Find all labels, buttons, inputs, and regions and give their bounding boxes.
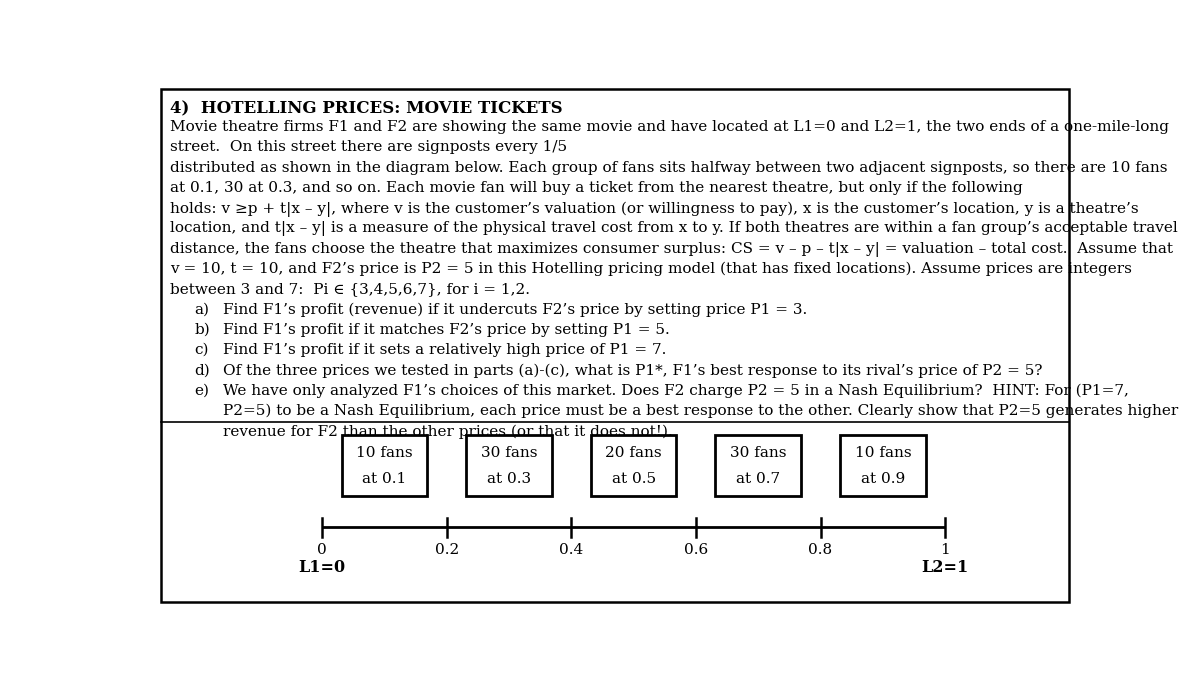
Text: c): c) bbox=[194, 343, 209, 357]
Text: a): a) bbox=[194, 302, 210, 317]
Bar bbox=[467, 435, 552, 495]
Text: street.  On this street there are signposts every 1/5: street. On this street there are signpos… bbox=[170, 140, 568, 155]
Text: 30 fans: 30 fans bbox=[730, 446, 786, 460]
Text: between 3 and 7:  Pi ∈ {3,4,5,6,7}, for i = 1,2.: between 3 and 7: Pi ∈ {3,4,5,6,7}, for i… bbox=[170, 282, 530, 296]
Text: d): d) bbox=[194, 363, 210, 378]
Text: b): b) bbox=[194, 323, 210, 337]
Text: at 0.3: at 0.3 bbox=[487, 471, 532, 486]
Text: 10 fans: 10 fans bbox=[356, 446, 413, 460]
Text: at 0.7: at 0.7 bbox=[736, 471, 780, 486]
Text: v = 10, t = 10, and F2’s price is P2 = 5 in this Hotelling pricing model (that h: v = 10, t = 10, and F2’s price is P2 = 5… bbox=[170, 262, 1133, 276]
Text: at 0.1, 30 at 0.3, and so on. Each movie fan will buy a ticket from the nearest : at 0.1, 30 at 0.3, and so on. Each movie… bbox=[170, 181, 1028, 195]
Text: Movie theatre firms F1 and F2 are showing the same movie and have located at L1=: Movie theatre firms F1 and F2 are showin… bbox=[170, 120, 1170, 134]
Text: location, and t|x – y| is a measure of the physical travel cost from x to y. If : location, and t|x – y| is a measure of t… bbox=[170, 222, 1178, 237]
Text: L1=0: L1=0 bbox=[299, 559, 346, 576]
Text: Find F1’s profit (revenue) if it undercuts F2’s price by setting price P1 = 3.: Find F1’s profit (revenue) if it undercu… bbox=[222, 302, 806, 317]
Text: at 0.9: at 0.9 bbox=[860, 471, 905, 486]
Bar bbox=[342, 435, 427, 495]
Text: P2=5) to be a Nash Equilibrium, each price must be a best response to the other.: P2=5) to be a Nash Equilibrium, each pri… bbox=[222, 404, 1177, 419]
Bar bbox=[590, 435, 677, 495]
Text: Of the three prices we tested in parts (a)-(c), what is P1*, F1’s best response : Of the three prices we tested in parts (… bbox=[222, 363, 1042, 378]
Text: We have only analyzed F1’s choices of this market. Does F2 charge P2 = 5 in a Na: We have only analyzed F1’s choices of th… bbox=[222, 384, 1128, 398]
Text: 0.6: 0.6 bbox=[684, 544, 708, 557]
Text: at 0.1: at 0.1 bbox=[362, 471, 407, 486]
Text: 0.4: 0.4 bbox=[559, 544, 583, 557]
Text: Find F1’s profit if it matches F2’s price by setting P1 = 5.: Find F1’s profit if it matches F2’s pric… bbox=[222, 323, 670, 337]
Text: holds: v ≥p + t|x – y|, where v is the customer’s valuation (or willingness to p: holds: v ≥p + t|x – y|, where v is the c… bbox=[170, 201, 1139, 217]
Text: at 0.5: at 0.5 bbox=[612, 471, 655, 486]
Bar bbox=[715, 435, 800, 495]
Text: e): e) bbox=[194, 384, 210, 397]
Text: 10 fans: 10 fans bbox=[854, 446, 911, 460]
Text: distance, the fans choose the theatre that maximizes consumer surplus: CS = v – : distance, the fans choose the theatre th… bbox=[170, 241, 1174, 256]
Text: 0.8: 0.8 bbox=[809, 544, 833, 557]
Text: 20 fans: 20 fans bbox=[605, 446, 662, 460]
Text: 0.2: 0.2 bbox=[434, 544, 458, 557]
Text: 4)  HOTELLING PRICES: MOVIE TICKETS: 4) HOTELLING PRICES: MOVIE TICKETS bbox=[170, 101, 563, 118]
Bar bbox=[840, 435, 925, 495]
Text: L2=1: L2=1 bbox=[922, 559, 968, 576]
Text: 1: 1 bbox=[941, 544, 950, 557]
Text: revenue for F2 than the other prices (or that it does not!).: revenue for F2 than the other prices (or… bbox=[222, 424, 672, 438]
Text: Find F1’s profit if it sets a relatively high price of P1 = 7.: Find F1’s profit if it sets a relatively… bbox=[222, 343, 666, 357]
Text: 0: 0 bbox=[317, 544, 326, 557]
Text: 30 fans: 30 fans bbox=[481, 446, 538, 460]
Text: distributed as shown in the diagram below. Each group of fans sits halfway betwe: distributed as shown in the diagram belo… bbox=[170, 161, 1168, 174]
